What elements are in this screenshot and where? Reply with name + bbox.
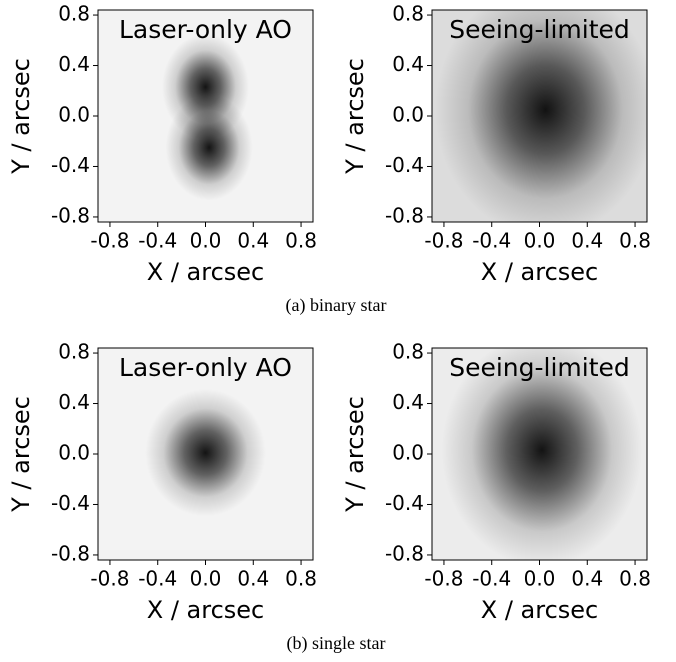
y-tick-label: 0.0 [58,441,90,465]
image [162,33,253,201]
x-tick-label: -0.8 [424,567,463,591]
y-tick-label: -0.8 [51,541,90,565]
panel-title: Laser-only AO [119,353,292,382]
image [441,348,643,560]
y-tick-label: 0.8 [392,340,424,364]
x-tick-label: 0.4 [237,567,269,591]
y-tick-label: 0.8 [58,2,90,26]
x-tick-label: -0.8 [90,229,129,253]
x-tick-label: 0.8 [619,229,651,253]
x-tick-label: 0.0 [524,229,556,253]
x-tick-label: 0.8 [619,567,651,591]
x-tick-label: 0.4 [571,229,603,253]
y-tick-label: 0.4 [58,52,90,76]
y-tick-label: -0.8 [385,203,424,227]
y-tick-label: -0.4 [51,153,90,177]
x-tick-label: 0.8 [285,567,317,591]
y-tick-label: 0.0 [58,103,90,127]
y-tick-label: 0.4 [392,390,424,414]
x-tick-label: 0.4 [571,567,603,591]
source-blob [441,348,643,560]
y-axis-label: Y / arcsec [341,58,369,175]
panel-title: Seeing-limited [449,15,630,44]
x-tick-label: 0.8 [285,229,317,253]
x-tick-label: -0.4 [472,567,511,591]
x-tick-label: 0.0 [190,567,222,591]
x-tick-label: -0.4 [472,229,511,253]
panel: -0.8 -0.4 0.0 0.4 0.8 -0.8 -0.4 0.0 0.4 0.8 X / ar… [7,2,317,286]
y-tick-label: 0.8 [392,2,424,26]
y-tick-label: 0.8 [58,340,90,364]
x-tick-label: 0.0 [524,567,556,591]
x-tick-label: -0.4 [138,229,177,253]
y-tick-label: -0.4 [51,491,90,515]
y-axis-label: Y / arcsec [7,396,35,513]
y-axis-label: Y / arcsec [7,58,35,175]
panel: -0.8 -0.4 0.0 0.4 0.8 -0.8 -0.4 0.0 0.4 0.8 X / ar… [7,340,317,624]
y-axis-label: Y / arcsec [341,396,369,513]
panel-title: Laser-only AO [119,15,292,44]
y-tick-label: -0.8 [385,541,424,565]
image [435,10,647,222]
x-tick-label: 0.4 [237,229,269,253]
source-blob [165,94,253,201]
panel-title: Seeing-limited [449,353,630,382]
y-tick-label: 0.4 [392,52,424,76]
x-axis-label: X / arcsec [481,258,599,286]
panel: -0.8 -0.4 0.0 0.4 0.8 -0.8 -0.4 0.0 0.4 0.8 X / ar… [341,2,651,286]
x-tick-label: -0.8 [424,229,463,253]
y-tick-label: 0.0 [392,103,424,127]
y-tick-label: -0.4 [385,491,424,515]
y-tick-label: -0.4 [385,153,424,177]
x-axis-label: X / arcsec [147,596,265,624]
source-blob [435,10,647,222]
x-tick-label: 0.0 [190,229,222,253]
panel: -0.8 -0.4 0.0 0.4 0.8 -0.8 -0.4 0.0 0.4 0.8 X / ar… [341,340,651,624]
caption: (a) binary star [286,295,387,316]
source-blob [145,389,266,517]
y-tick-label: -0.8 [51,203,90,227]
x-axis-label: X / arcsec [481,596,599,624]
caption: (b) single star [287,633,386,654]
x-axis-label: X / arcsec [147,258,265,286]
x-tick-label: -0.8 [90,567,129,591]
x-tick-label: -0.4 [138,567,177,591]
image [145,389,266,517]
y-tick-label: 0.4 [58,390,90,414]
y-tick-label: 0.0 [392,441,424,465]
